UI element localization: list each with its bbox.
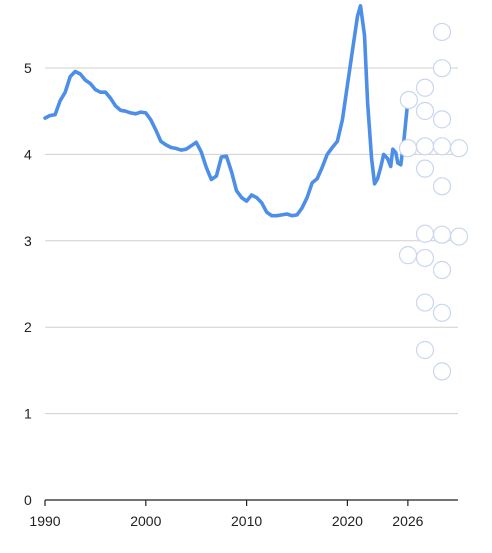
y-tick-label: 5 — [24, 60, 32, 76]
y-tick-label: 2 — [24, 319, 32, 335]
germany-flag-icon — [432, 59, 452, 78]
gridlines — [45, 67, 458, 415]
x-tick-label: 1990 — [29, 513, 60, 529]
country-markers — [398, 22, 469, 381]
poland-flag-icon — [415, 159, 435, 178]
ireland-flag-icon — [415, 137, 435, 156]
axes: 0 1 2 3 4 5 1990 2000 2010 2020 2026 — [24, 60, 458, 529]
switzerland-flag-icon — [398, 246, 418, 265]
x-tick-label: 2020 — [332, 513, 363, 529]
series-layer — [43, 4, 410, 218]
austria-flag-icon — [432, 177, 452, 196]
y-tick-label: 1 — [24, 406, 32, 422]
sweden-flag-icon — [432, 362, 452, 381]
x-tick-label: 2010 — [231, 513, 262, 529]
x-tick-label: 2000 — [130, 513, 161, 529]
denmark-flag-icon — [432, 137, 452, 156]
romania-flag-icon — [432, 22, 452, 42]
finland-flag-icon — [415, 248, 435, 268]
y-tick-label: 0 — [24, 492, 32, 508]
series-line — [43, 4, 410, 218]
czech-republic-flag-icon — [415, 78, 435, 97]
australia-flag-icon — [432, 303, 452, 322]
japan-flag-icon — [449, 227, 469, 246]
netherlands-flag-icon — [415, 340, 435, 360]
united-kingdom-flag-icon — [399, 90, 418, 110]
greece-flag-icon — [398, 139, 418, 158]
spain-flag-icon — [415, 101, 435, 121]
france-flag-icon — [432, 225, 452, 244]
y-tick-label: 4 — [24, 146, 32, 162]
italy-flag-icon — [449, 139, 469, 158]
portugal-flag-icon — [432, 260, 452, 280]
united-states-flag-icon — [415, 224, 435, 243]
south-korea-flag-icon — [415, 293, 435, 312]
y-tick-label: 3 — [24, 233, 32, 249]
x-tick-label: 2026 — [392, 513, 423, 529]
turkey-flag-icon — [432, 110, 452, 129]
